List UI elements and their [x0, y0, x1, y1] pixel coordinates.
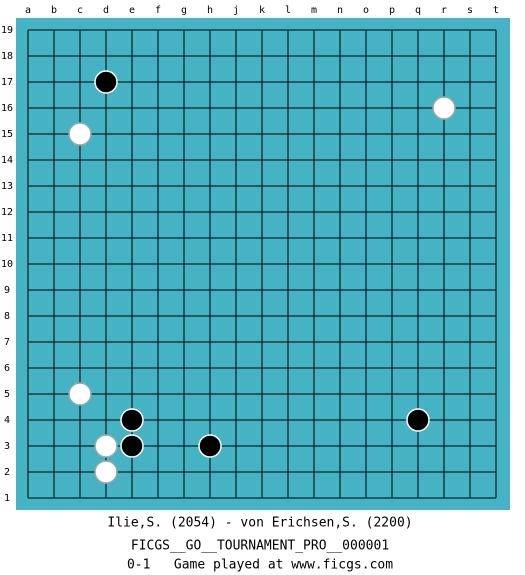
row-label: 4 — [4, 415, 10, 426]
row-label: 7 — [4, 337, 10, 348]
white-stone — [94, 434, 118, 458]
players: Ilie,S. (2054) - von Erichsen,S. (2200) — [107, 516, 412, 531]
column-label: j — [233, 5, 239, 16]
column-label: l — [285, 5, 291, 16]
white-stone — [432, 96, 456, 120]
row-label: 10 — [1, 259, 13, 270]
row-label: 11 — [1, 233, 13, 244]
column-label: e — [129, 5, 135, 16]
column-label: b — [51, 5, 57, 16]
column-label: n — [337, 5, 343, 16]
row-label: 9 — [4, 285, 10, 296]
column-label: o — [363, 5, 369, 16]
column-label: a — [25, 5, 31, 16]
row-label: 14 — [1, 155, 13, 166]
row-label: 19 — [1, 25, 13, 36]
column-label: q — [415, 5, 421, 16]
column-label: d — [103, 5, 109, 16]
row-label: 8 — [4, 311, 10, 322]
row-label: 2 — [4, 467, 10, 478]
event: FICGS__GO__TOURNAMENT_PRO__000001 — [131, 539, 389, 554]
column-label: t — [493, 5, 499, 16]
row-label: 15 — [1, 129, 13, 140]
column-label: c — [77, 5, 83, 16]
row-label: 1 — [4, 493, 10, 504]
white-stone — [94, 460, 118, 484]
row-label: 6 — [4, 363, 10, 374]
row-label: 12 — [1, 207, 13, 218]
black-stone — [120, 408, 144, 432]
column-label: p — [389, 5, 395, 16]
black-stone — [94, 70, 118, 94]
black-stone — [198, 434, 222, 458]
white-stone — [68, 122, 92, 146]
column-label: g — [181, 5, 187, 16]
row-label: 18 — [1, 51, 13, 62]
result: 0-1 Game played at www.ficgs.com — [127, 558, 393, 573]
row-label: 13 — [1, 181, 13, 192]
black-stone — [120, 434, 144, 458]
row-label: 17 — [1, 77, 13, 88]
white-stone — [68, 382, 92, 406]
black-stone — [406, 408, 430, 432]
row-label: 16 — [1, 103, 13, 114]
column-label: f — [155, 5, 161, 16]
column-label: s — [467, 5, 473, 16]
row-label: 5 — [4, 389, 10, 400]
row-label: 3 — [4, 441, 10, 452]
column-label: h — [207, 5, 213, 16]
column-label: k — [259, 5, 265, 16]
column-label: r — [441, 5, 447, 16]
column-label: m — [311, 5, 317, 16]
